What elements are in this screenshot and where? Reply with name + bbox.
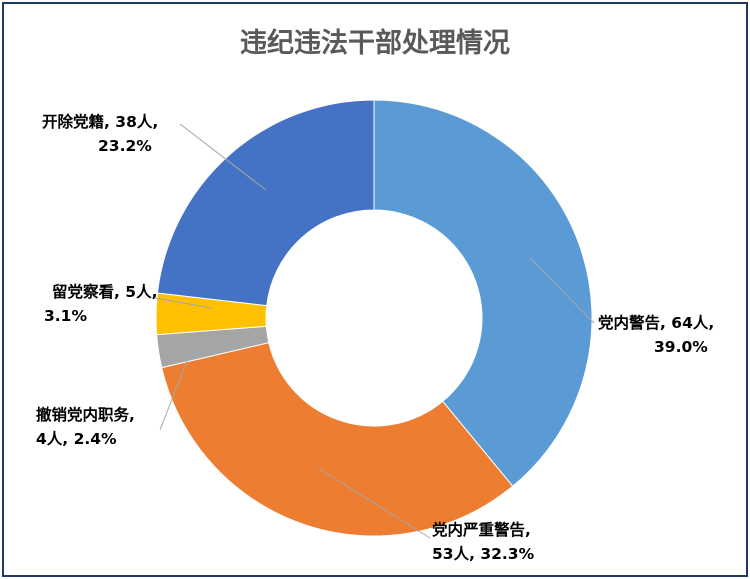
leader-line-1	[317, 467, 431, 539]
data-labels-group: 党内警告, 64人, 39.0% 党内严重警告, 53人, 32.3% 撤销党内职务, 4…	[36, 112, 714, 563]
data-label-line: 4人, 2.4%	[36, 430, 117, 448]
data-label-line: 53人, 32.3%	[432, 545, 535, 563]
data-label-2: 撤销党内职务, 4人, 2.4%	[36, 405, 135, 448]
slice-0	[373, 99, 593, 487]
leader-line-4	[179, 123, 267, 191]
data-label-line: 39.0%	[654, 338, 708, 356]
chart-title: 违纪违法干部处理情况	[240, 27, 510, 59]
data-label-line: 留党察看, 5人,	[52, 282, 157, 301]
slice-1	[161, 342, 514, 537]
slices-group	[155, 99, 593, 537]
leader-line-3	[154, 297, 213, 309]
data-label-line: 党内严重警告,	[432, 520, 531, 539]
data-label-line: 23.2%	[98, 137, 152, 155]
leader-lines-group	[154, 123, 595, 539]
data-label-1: 党内严重警告, 53人, 32.3%	[432, 520, 535, 563]
leader-line-2	[159, 357, 189, 431]
leader-line-0	[529, 257, 595, 324]
data-label-line: 3.1%	[44, 307, 87, 325]
data-label-line: 撤销党内职务,	[36, 405, 135, 424]
data-label-3: 留党察看, 5人, 3.1%	[44, 282, 157, 325]
data-label-line: 开除党籍, 38人,	[42, 112, 158, 131]
data-label-0: 党内警告, 64人, 39.0%	[598, 313, 714, 356]
data-label-4: 开除党籍, 38人, 23.2%	[42, 112, 158, 155]
slice-4	[156, 99, 375, 307]
data-label-line: 党内警告, 64人,	[598, 313, 714, 332]
